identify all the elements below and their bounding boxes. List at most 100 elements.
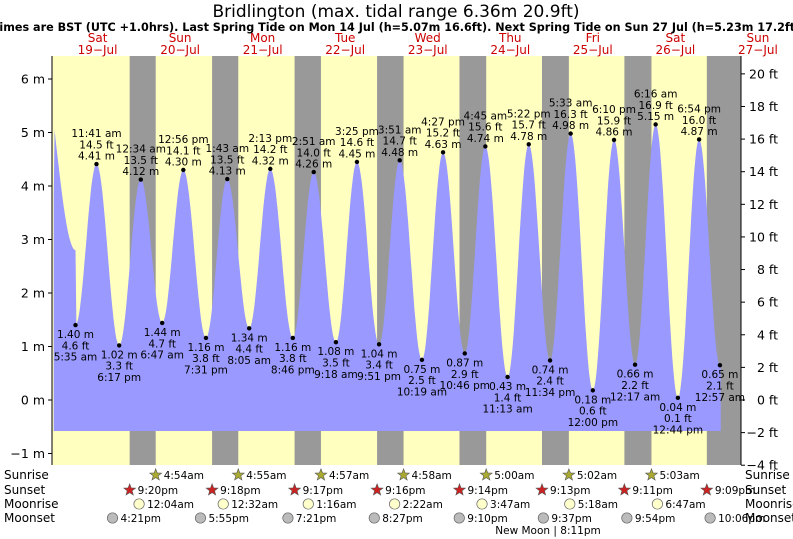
axes-layer: −1 m 0 m 1 m 2 m 3 m 4 m 5 m 6 m −4 ft −2 ft 0 ft 2… — [10, 56, 778, 473]
sunset-time-label: 9:14pm — [467, 485, 507, 497]
high-tide-label: 16.0 ft — [682, 115, 716, 127]
low-tide-label: 9:51 pm — [357, 371, 401, 383]
low-tide-label: 2.1 ft — [706, 381, 734, 393]
low-tide-label: 11:34 pm — [525, 387, 576, 399]
day-date-label: 25−Jul — [573, 43, 613, 57]
low-tide-point — [376, 342, 382, 347]
right-tick-label: 6 ft — [757, 295, 778, 310]
high-tide-point — [440, 150, 446, 155]
moonset-time-label: 4:21pm — [121, 513, 161, 525]
astro-rows-layer: Sunrise Sunrise 4:54am 4:55am 4:57am 4:58am 5:… — [4, 467, 793, 537]
low-tide-label: 6:17 pm — [97, 372, 141, 384]
right-tick-label: 0 ft — [757, 393, 778, 408]
day-date-label: 22−Jul — [325, 43, 365, 57]
low-tide-label: 0.6 ft — [579, 406, 607, 418]
low-tide-label: 3.8 ft — [192, 353, 220, 365]
right-tick-label: 12 ft — [749, 197, 778, 212]
high-tide-label: 11:41 am — [71, 128, 121, 140]
high-tide-label: 13.5 ft — [210, 154, 244, 166]
high-tide-label: 3:25 pm — [335, 126, 379, 138]
low-tide-point — [419, 357, 425, 363]
low-tide-label: 1.44 m — [144, 327, 181, 339]
day-header-layer: Sat19−JulSun20−JulMon21−JulTue22−JulWed2… — [78, 31, 778, 57]
chart-subtitle: Times are BST (UTC +1.0hrs). Last Spring… — [0, 21, 793, 34]
low-tide-point — [203, 335, 209, 341]
high-tide-point — [653, 122, 658, 127]
high-tide-label: 4.26 m — [295, 159, 332, 171]
left-tick-label: 4 m — [21, 179, 45, 194]
high-tide-point — [568, 131, 573, 136]
low-tide-label: 0.87 m — [446, 357, 483, 369]
sunset-time-label: 9:20pm — [138, 485, 178, 497]
moonrise-time-label: 5:18am — [578, 499, 618, 511]
moonset-icon — [453, 512, 465, 524]
moonset-icon — [106, 512, 119, 524]
low-tide-label: 0.65 m — [701, 369, 738, 381]
low-tide-label: 2.4 ft — [536, 376, 564, 388]
right-tick-label: 20 ft — [749, 66, 778, 81]
moonset-icon — [282, 512, 294, 524]
moonset-icon — [368, 512, 380, 524]
sunset-star-icon — [205, 482, 219, 496]
moonrise-icon — [564, 498, 576, 510]
high-tide-label: 14.5 ft — [79, 139, 113, 151]
high-tide-label: 15.9 ft — [597, 115, 631, 127]
low-tide-label: 1.34 m — [231, 332, 268, 344]
low-tide-label: 0.75 m — [403, 364, 440, 376]
right-tick-label: 8 ft — [757, 262, 778, 277]
right-tick-label: −2 ft — [747, 425, 779, 440]
day-name-label: Wed — [415, 31, 441, 45]
sunset-row-label-left: Sunset — [4, 483, 45, 497]
moonset-time-label: 9:37pm — [551, 513, 591, 525]
high-tide-label: 2:13 pm — [248, 133, 292, 145]
moonrise-icon — [476, 498, 488, 510]
sunset-time-label: 9:13pm — [550, 485, 590, 497]
high-tide-point — [138, 177, 143, 182]
low-tide-point — [632, 362, 638, 367]
high-tide-label: 1:43 am — [205, 143, 249, 155]
low-tide-label: 1.02 m — [101, 349, 138, 361]
high-tide-label: 4.48 m — [381, 147, 418, 159]
low-tide-label: 4.6 ft — [62, 340, 90, 352]
high-tide-point — [225, 176, 230, 182]
left-tick-label: 1 m — [21, 339, 45, 354]
high-tide-point — [397, 158, 402, 163]
low-tide-label: 12:57 am — [695, 392, 745, 404]
high-tide-label: 16.3 ft — [553, 109, 587, 121]
low-tide-label: 2.5 ft — [408, 375, 436, 387]
low-tide-point — [717, 363, 723, 368]
high-tide-point — [94, 161, 99, 167]
low-tide-label: 8:46 pm — [271, 365, 315, 377]
sunset-row-label-right: Sunset — [745, 483, 786, 497]
moonset-time-label: 9:10pm — [467, 513, 507, 525]
high-tide-label: 15.7 ft — [512, 120, 546, 132]
low-tide-label: 0.43 m — [489, 381, 526, 393]
moonset-row-label-left: Moonset — [4, 511, 55, 525]
high-tide-label: 4.12 m — [122, 166, 159, 178]
moonset-time-label: 5:55pm — [208, 513, 248, 525]
high-tide-label: 5:33 am — [549, 98, 593, 110]
sunset-star-icon — [122, 482, 137, 496]
high-tide-point — [483, 144, 488, 149]
sunset-time-label: 9:16pm — [385, 485, 425, 497]
sunrise-time-label: 4:55am — [246, 470, 286, 482]
sunrise-time-label: 4:57am — [329, 470, 369, 482]
moonset-icon — [621, 512, 633, 524]
low-tide-label: 8:05 am — [227, 355, 271, 367]
low-tide-point — [590, 388, 596, 393]
low-tide-point — [333, 340, 339, 345]
low-tide-label: 1.4 ft — [494, 392, 522, 404]
high-tide-point — [268, 166, 273, 172]
left-tick-label: 3 m — [21, 232, 45, 247]
moonset-time-label: 7:21pm — [296, 513, 336, 525]
low-tide-label: 1.04 m — [361, 348, 398, 360]
chart-title: Bridlington (max. tidal range 6.36m 20.9… — [212, 2, 579, 22]
low-tide-label: 0.04 m — [659, 402, 696, 414]
high-tide-label: 12:34 am — [116, 144, 166, 156]
low-tide-label: 1.08 m — [317, 346, 354, 358]
low-tide-label: 2.9 ft — [451, 369, 479, 381]
high-tide-label: 4:27 pm — [421, 116, 465, 128]
moonset-time-label: 8:27pm — [382, 513, 422, 525]
high-tide-label: 4.63 m — [425, 139, 462, 151]
